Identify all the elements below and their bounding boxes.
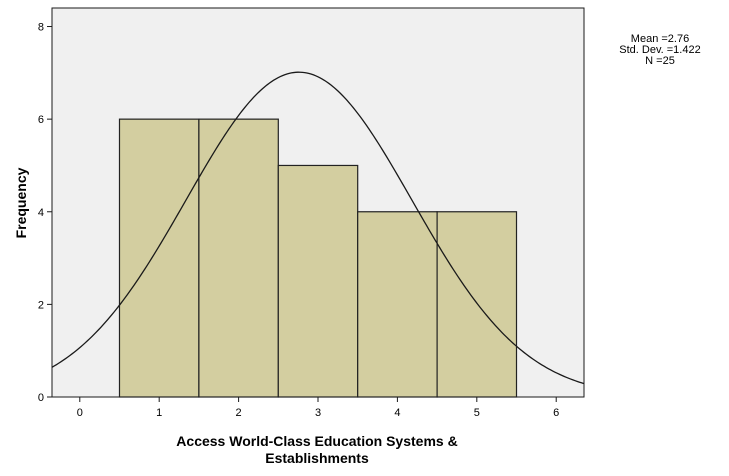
x-tick-label: 6 bbox=[553, 407, 559, 419]
x-tick-label: 0 bbox=[77, 407, 83, 419]
y-tick-label: 0 bbox=[38, 392, 44, 404]
y-tick-label: 4 bbox=[38, 207, 44, 219]
histogram-bar-1 bbox=[118, 118, 200, 398]
x-axis-label-line-1: Access World-Class Education Systems & bbox=[176, 433, 457, 449]
histogram-bar-5 bbox=[436, 211, 518, 398]
stats-n: N =25 bbox=[645, 55, 675, 67]
y-axis-ticks: 0 2 4 6 8 bbox=[38, 22, 52, 404]
x-tick-label: 5 bbox=[474, 407, 480, 419]
histogram-bar-2 bbox=[198, 118, 279, 398]
histogram-bar-4 bbox=[357, 211, 438, 398]
x-tick-label: 2 bbox=[236, 407, 242, 419]
bars-group bbox=[118, 118, 518, 398]
x-tick-label: 1 bbox=[156, 407, 162, 419]
x-axis-label-line-2: Establishments bbox=[265, 450, 369, 466]
stats-mean: Mean =2.76 bbox=[630, 33, 690, 45]
stats-box: Mean =2.76 Std. Dev. =1.422 N =25 bbox=[612, 34, 708, 67]
stats-std-dev: Std. Dev. =1.422 bbox=[619, 44, 701, 56]
normal-curve bbox=[51, 71, 585, 385]
y-tick-label: 2 bbox=[38, 299, 44, 311]
x-tick-label: 3 bbox=[315, 407, 321, 419]
y-tick-label: 8 bbox=[38, 22, 44, 34]
y-axis-label: Frequency bbox=[13, 167, 29, 238]
x-axis-ticks: 0 1 2 3 4 5 6 bbox=[77, 397, 559, 419]
y-tick-label: 6 bbox=[38, 114, 44, 126]
x-tick-label: 4 bbox=[394, 407, 400, 419]
histogram-bar-3 bbox=[277, 164, 359, 398]
